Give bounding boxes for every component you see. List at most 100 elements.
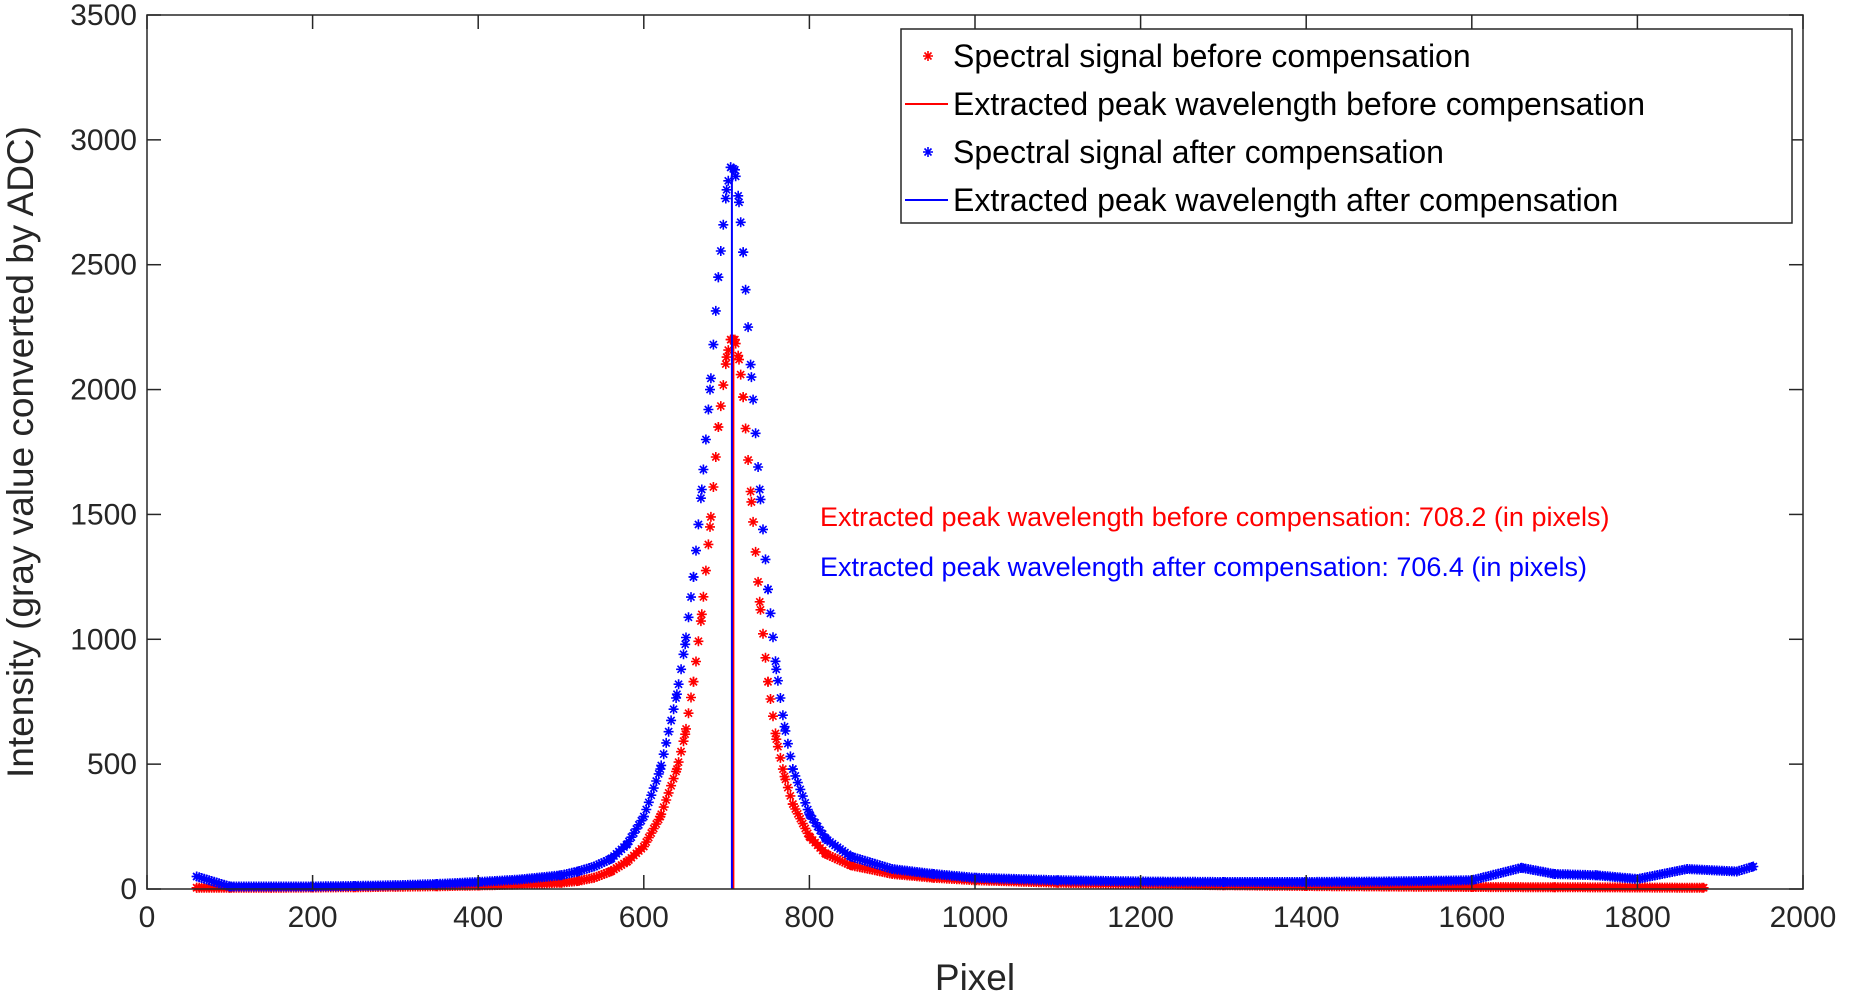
data-point bbox=[887, 864, 898, 874]
data-point bbox=[807, 814, 818, 825]
y-tick-label: 0 bbox=[120, 873, 137, 906]
data-point bbox=[671, 693, 682, 703]
data-point bbox=[758, 628, 768, 639]
data-point bbox=[556, 870, 566, 881]
data-point bbox=[734, 197, 744, 208]
data-point bbox=[705, 511, 716, 522]
data-point bbox=[673, 757, 684, 768]
data-point bbox=[768, 711, 778, 722]
data-point bbox=[710, 452, 721, 462]
data-point bbox=[710, 305, 721, 316]
data-point bbox=[1682, 864, 1693, 874]
x-tick-label: 200 bbox=[288, 901, 338, 934]
data-point bbox=[572, 876, 583, 886]
data-point bbox=[715, 401, 726, 412]
data-point bbox=[683, 612, 694, 623]
data-point bbox=[743, 455, 754, 465]
data-point bbox=[733, 190, 744, 201]
data-point bbox=[349, 881, 359, 891]
data-point bbox=[666, 715, 677, 726]
data-point bbox=[638, 811, 649, 822]
legend-box bbox=[900, 28, 1793, 224]
data-point bbox=[782, 738, 793, 749]
y-axis-title: Intensity (gray value converted by ADC) bbox=[0, 126, 41, 778]
data-point bbox=[743, 322, 754, 333]
data-point bbox=[729, 334, 740, 345]
data-point bbox=[792, 777, 803, 788]
annotation-before: Extracted peak wavelength before compens… bbox=[820, 502, 1609, 532]
data-point bbox=[760, 652, 771, 663]
data-point bbox=[646, 790, 657, 801]
data-point bbox=[735, 369, 746, 380]
data-point bbox=[760, 554, 771, 565]
data-point bbox=[800, 823, 811, 834]
data-point bbox=[785, 751, 796, 762]
data-point bbox=[840, 857, 850, 868]
data-point bbox=[745, 486, 756, 497]
data-point bbox=[589, 861, 600, 872]
data-point bbox=[695, 616, 706, 627]
data-point bbox=[745, 359, 756, 370]
data-point bbox=[1549, 882, 1560, 893]
data-point bbox=[768, 632, 778, 643]
data-point bbox=[671, 689, 682, 700]
data-point bbox=[696, 609, 707, 620]
data-point bbox=[688, 571, 699, 582]
data-point bbox=[668, 773, 679, 784]
data-point bbox=[815, 825, 826, 836]
data-point bbox=[1549, 869, 1560, 879]
legend-entry: Extracted peak wavelength before compens… bbox=[905, 86, 1645, 122]
data-point bbox=[779, 771, 790, 782]
data-point bbox=[792, 808, 803, 819]
data-point bbox=[431, 879, 442, 889]
data-point bbox=[795, 784, 806, 795]
plot-area bbox=[191, 162, 1759, 893]
data-point bbox=[648, 783, 659, 794]
data-point bbox=[641, 837, 652, 848]
data-point bbox=[772, 741, 783, 752]
data-point bbox=[638, 841, 649, 852]
data-point bbox=[777, 764, 788, 775]
data-point bbox=[754, 484, 765, 495]
legend-label: Extracted peak wavelength after compensa… bbox=[953, 182, 1618, 218]
data-point bbox=[651, 819, 662, 830]
data-point bbox=[626, 832, 637, 843]
data-point bbox=[599, 869, 610, 879]
x-tick-label: 1200 bbox=[1107, 901, 1174, 934]
data-point bbox=[779, 721, 790, 732]
y-tick-label: 500 bbox=[87, 748, 137, 781]
data-point bbox=[827, 852, 838, 862]
legend-marker-swatch bbox=[923, 147, 933, 157]
data-point bbox=[821, 849, 831, 859]
data-point bbox=[720, 193, 731, 204]
data-point bbox=[390, 880, 401, 891]
data-point bbox=[770, 656, 781, 667]
data-point bbox=[601, 868, 612, 879]
data-point bbox=[1731, 866, 1742, 877]
data-point bbox=[696, 484, 707, 495]
data-point bbox=[680, 729, 691, 740]
data-point bbox=[705, 373, 716, 384]
data-point bbox=[821, 834, 831, 845]
data-point bbox=[804, 831, 815, 842]
data-point bbox=[755, 494, 766, 505]
data-point bbox=[556, 877, 566, 888]
data-point bbox=[746, 496, 757, 507]
y-tick-label: 3500 bbox=[70, 0, 137, 32]
y-tick-label: 1000 bbox=[70, 623, 137, 656]
data-point bbox=[812, 821, 823, 832]
legend-label: Spectral signal after compensation bbox=[953, 134, 1444, 170]
data-point bbox=[754, 596, 765, 607]
legend-label: Extracted peak wavelength before compens… bbox=[953, 86, 1645, 122]
data-point bbox=[721, 184, 732, 195]
data-point bbox=[591, 860, 602, 871]
data-point bbox=[746, 372, 757, 383]
data-point bbox=[628, 828, 639, 839]
data-point bbox=[622, 856, 633, 867]
x-tick-label: 1000 bbox=[942, 901, 1009, 934]
data-point bbox=[663, 726, 674, 737]
series-after bbox=[191, 162, 1759, 892]
legend-label: Spectral signal before compensation bbox=[953, 38, 1471, 74]
data-point bbox=[646, 828, 657, 839]
data-point bbox=[622, 839, 633, 850]
